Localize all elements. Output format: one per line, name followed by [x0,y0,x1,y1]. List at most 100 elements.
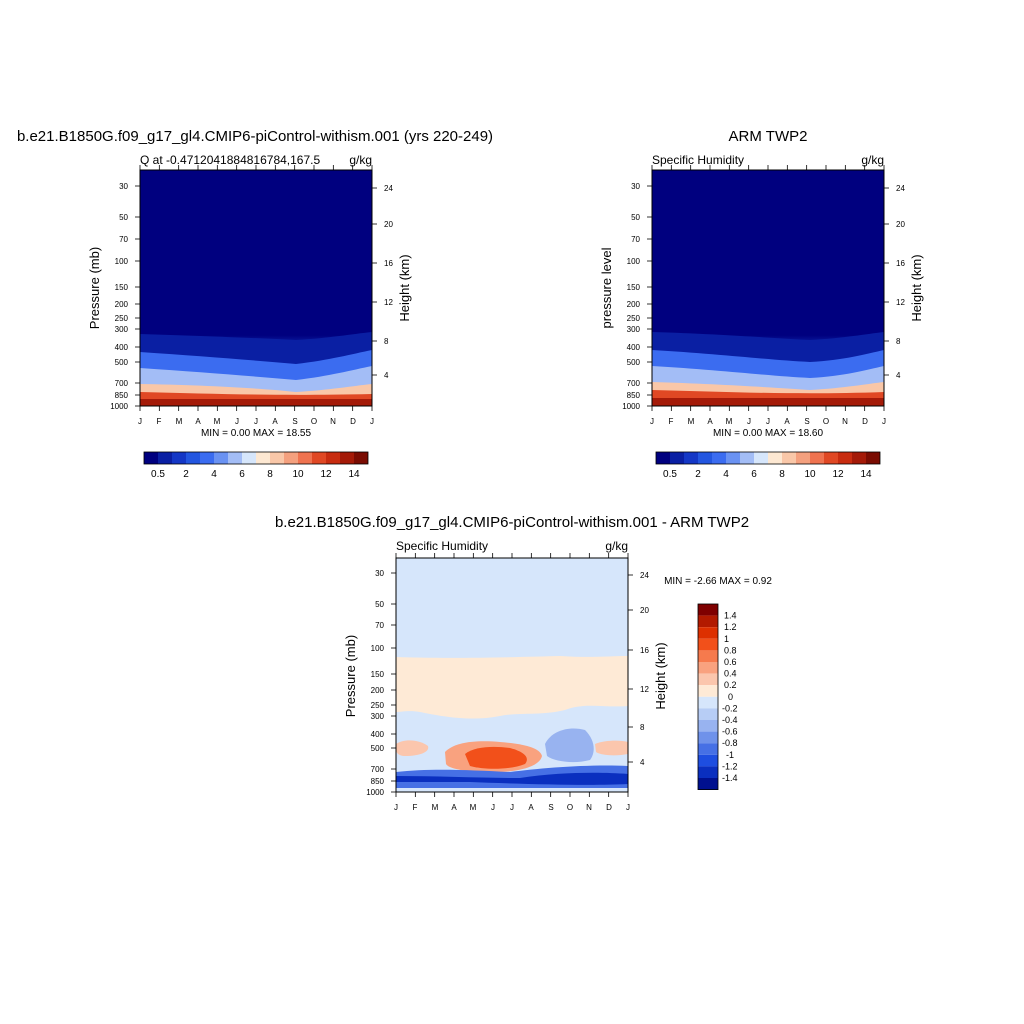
colorbar-box [684,452,698,464]
ytick-label: 50 [119,213,128,222]
colorbar-box [256,452,270,464]
colorbar-label: 0.5 [663,469,677,480]
panel-model-units: g/kg [349,153,372,167]
xtick-label: F [413,803,418,812]
xtick-label: S [804,417,809,426]
colorbar-label: 4 [723,469,729,480]
colorbar-box [186,452,200,464]
panel-obs-max-layer [652,398,884,406]
panel-obs-colorbar: 0.5 2 4 6 8 10 12 14 [655,451,881,480]
colorbar-box [782,452,796,464]
xtick-label: J [370,417,374,426]
colorbar-label: -1.2 [722,761,738,771]
colorbar-label: 10 [292,469,304,480]
xtick-label: M [214,417,221,426]
colorbar-box [740,452,754,464]
colorbar-label: 0.4 [724,669,737,679]
ytick-label: 150 [627,283,641,292]
ytick-label: 250 [627,314,641,323]
colorbar-label: 0.6 [724,657,737,667]
ytick-label: 300 [371,712,385,721]
colorbar-box [698,452,712,464]
ytick-label: 700 [627,379,641,388]
xtick-label: N [842,417,848,426]
panel-model: b.e21.B1850G.f09_g17_gl4.CMIP6-piControl… [17,128,493,480]
colorbar-box [670,452,684,464]
xtick-label: A [272,417,278,426]
xtick-label: O [823,417,829,426]
panel-model-colorbar: 0.5 2 4 6 8 10 12 14 [143,451,369,480]
ytick-label: 150 [115,283,129,292]
colorbar-box [698,604,718,616]
panel-model-ylabel: Pressure (mb) [87,247,102,329]
ytick-label: 30 [631,182,640,191]
colorbar-box [698,650,718,662]
xtick-label: A [451,803,457,812]
ytick-label: 700 [371,765,385,774]
xtick-label: M [176,417,183,426]
colorbar-box [838,452,852,464]
xtick-label: J [510,803,514,812]
colorbar-box [354,452,368,464]
ytick-label: 400 [627,343,641,352]
ytick-label: 500 [115,358,129,367]
ytick-label: 700 [115,379,129,388]
panel-obs-yticks-right: 24 20 16 12 8 4 [896,184,905,380]
xtick-label: O [311,417,317,426]
colorbar-box [698,743,718,755]
colorbar-label: -0.6 [722,727,738,737]
ytick-label: 850 [371,777,385,786]
xtick-label: F [669,417,674,426]
panel-model-left-string: Q at -0.4712041884816784,167.5 [140,153,320,167]
ytick-label: 400 [115,343,129,352]
panel-diff-warm-blob-left [396,740,429,756]
colorbar-label: -0.8 [722,738,738,748]
colorbar-box [270,452,284,464]
colorbar-box [698,673,718,686]
panel-diff-warm-blob-right [595,740,628,756]
ytick-right-label: 8 [384,337,389,346]
ytick-right-label: 8 [896,337,901,346]
colorbar-box [698,778,718,790]
colorbar-box [824,452,838,464]
ytick-label: 300 [627,325,641,334]
ytick-label: 30 [375,569,384,578]
colorbar-label: 8 [267,469,273,480]
xtick-label: J [491,803,495,812]
panel-obs-left-string: Specific Humidity [652,153,744,167]
ytick-label: 50 [631,213,640,222]
panel-diff-ylabel: Pressure (mb) [343,635,358,717]
xtick-label: S [292,417,297,426]
colorbar-label: 1.2 [724,622,737,632]
ytick-right-label: 4 [384,371,389,380]
panel-diff-colorbar: 1.4 1.2 1 0.8 0.6 0.4 0.2 0 -0.2 -0.4 -0… [697,603,738,791]
ytick-label: 70 [375,621,384,630]
colorbar-box [698,708,718,720]
colorbar-box [712,452,726,464]
ytick-label: 250 [115,314,129,323]
ytick-label: 1000 [366,788,384,797]
colorbar-label: 1.4 [724,611,737,621]
colorbar-box [326,452,340,464]
ytick-label: 200 [115,300,129,309]
colorbar-box [698,731,718,744]
panel-diff-ylabel-right: Height (km) [653,642,668,709]
colorbar-box [754,452,768,464]
xtick-label: M [726,417,733,426]
panel-diff-units: g/kg [605,539,628,553]
colorbar-box [852,452,866,464]
panel-model-xtick-labels: J F M A M J J A S O N D J [138,417,374,426]
panel-diff-cool-blob [545,728,594,763]
colorbar-box [866,452,880,464]
ytick-label: 150 [371,670,385,679]
ytick-right-label: 24 [384,184,393,193]
ytick-right-label: 16 [896,259,905,268]
ytick-right-label: 12 [384,298,393,307]
colorbar-box [340,452,354,464]
ytick-label: 250 [371,701,385,710]
ytick-label: 50 [375,600,384,609]
xtick-label: M [470,803,477,812]
panel-obs-ylabel-right: Height (km) [909,254,924,321]
panel-obs-ylabel: pressure level [599,247,614,328]
